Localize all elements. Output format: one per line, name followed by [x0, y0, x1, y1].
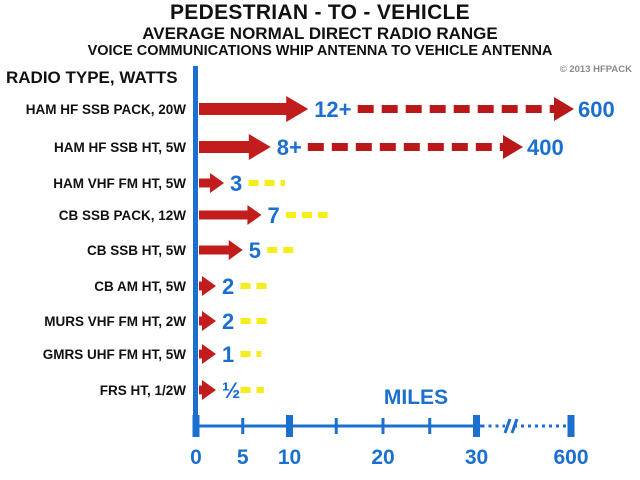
- extended-range-dash: [264, 180, 275, 186]
- extended-range-dash: [331, 143, 348, 151]
- extended-range-dash: [240, 283, 251, 289]
- value-label: 2: [222, 274, 234, 299]
- x-axis-tick: [241, 418, 245, 434]
- extended-value-label: 600: [578, 97, 615, 122]
- value-label: 2: [222, 309, 234, 334]
- category-label: HAM VHF FM HT, 5W: [53, 176, 186, 191]
- extended-range-dash: [256, 387, 264, 393]
- value-label: 8+: [277, 135, 302, 160]
- x-axis-tick: [473, 415, 480, 437]
- category-label: MURS VHF FM HT, 2W: [44, 314, 186, 329]
- extended-range-arrowhead: [554, 97, 574, 121]
- extended-range-arrowhead: [503, 135, 523, 159]
- extended-range-dash: [357, 105, 374, 113]
- range-arrow: [199, 344, 216, 364]
- extended-range-dash: [283, 247, 294, 253]
- extended-range-dash: [379, 143, 396, 151]
- value-label: 5: [249, 238, 261, 263]
- extended-range-dash: [280, 180, 285, 186]
- extended-range-dash: [475, 143, 492, 151]
- value-label: 1: [222, 342, 234, 367]
- x-tick-label: 5: [237, 446, 249, 469]
- category-label: CB SSB HT, 5W: [87, 243, 186, 258]
- extended-range-dash: [256, 351, 262, 357]
- copyright-notice: © 2013 HFPACK: [559, 64, 632, 75]
- extended-range-dash: [307, 143, 324, 151]
- x-axis-tick: [428, 418, 432, 434]
- extended-value-label: 400: [527, 135, 564, 160]
- extended-range-dash: [403, 143, 420, 151]
- category-label: GMRS UHF FM HT, 5W: [43, 347, 186, 362]
- extended-range-dash: [317, 212, 328, 218]
- extended-range-dash: [355, 143, 372, 151]
- range-arrow: [199, 205, 262, 225]
- chart-titles: PEDESTRIAN - TO - VEHICLE AVERAGE NORMAL…: [0, 2, 640, 60]
- x-axis-tick: [286, 415, 293, 437]
- value-label: 7: [267, 203, 279, 228]
- range-arrow: [199, 173, 225, 193]
- range-arrow: [199, 380, 216, 400]
- range-arrow: [199, 134, 271, 160]
- value-label: 3: [230, 171, 242, 196]
- range-arrow: [199, 276, 216, 296]
- y-axis-title: RADIO TYPE, WATTS: [6, 68, 178, 87]
- extended-range-dash: [248, 180, 259, 186]
- range-arrow: [199, 240, 243, 260]
- x-tick-label: 600: [553, 446, 588, 469]
- extended-range-dash: [240, 351, 251, 357]
- extended-range-dash: [240, 318, 251, 324]
- x-tick-label: 10: [278, 446, 301, 469]
- range-arrow: [199, 96, 309, 122]
- extended-range-dash: [429, 105, 446, 113]
- extended-range-dash: [477, 105, 494, 113]
- category-label: HAM HF SSB PACK, 20W: [26, 102, 187, 117]
- extended-range-dash: [427, 143, 444, 151]
- axis-break-mark: [503, 418, 512, 434]
- extended-range-dash: [549, 105, 556, 113]
- x-tick-label: 20: [371, 446, 394, 469]
- chart-title: PEDESTRIAN - TO - VEHICLE: [170, 1, 470, 24]
- extended-range-dash: [301, 212, 312, 218]
- x-axis-tick: [567, 415, 575, 437]
- x-tick-label: 0: [190, 446, 202, 469]
- extended-range-dash: [499, 143, 505, 151]
- extended-range-dash: [525, 105, 542, 113]
- x-axis-tick: [334, 418, 338, 434]
- extended-range-dash: [285, 212, 296, 218]
- x-axis-title: MILES: [384, 386, 448, 409]
- category-label: CB SSB PACK, 12W: [59, 208, 187, 223]
- extended-range-dash: [256, 283, 267, 289]
- x-tick-label: 30: [465, 446, 488, 469]
- x-axis-tick: [381, 418, 385, 434]
- extended-range-dash: [501, 105, 518, 113]
- extended-range-dash: [451, 143, 468, 151]
- extended-range-dash: [405, 105, 422, 113]
- extended-range-dash: [381, 105, 398, 113]
- x-axis-tick: [192, 415, 200, 437]
- category-label: FRS HT, 1/2W: [100, 383, 187, 398]
- value-label: 12+: [314, 97, 351, 122]
- chart-subtitle-2: VOICE COMMUNICATIONS WHIP ANTENNA TO VEH…: [87, 43, 553, 59]
- extended-range-dash: [267, 247, 278, 253]
- extended-range-dash: [453, 105, 470, 113]
- axis-break-mark: [510, 418, 519, 434]
- extended-range-dash: [256, 318, 267, 324]
- extended-range-dash: [240, 387, 251, 393]
- chart-subtitle: AVERAGE NORMAL DIRECT RADIO RANGE: [142, 24, 498, 43]
- value-label: ½: [222, 378, 240, 403]
- category-label: CB AM HT, 5W: [94, 279, 186, 294]
- range-arrow: [199, 311, 216, 331]
- category-label: HAM HF SSB HT, 5W: [54, 140, 186, 155]
- y-axis-line: [193, 66, 198, 436]
